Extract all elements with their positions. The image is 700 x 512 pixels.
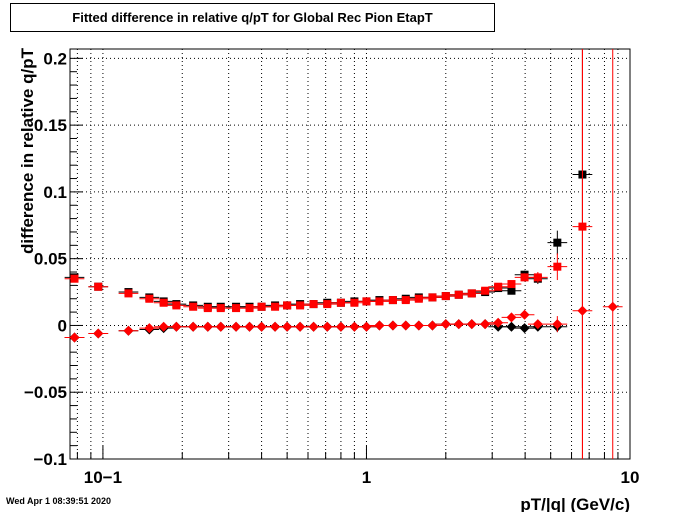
data-point-diamond <box>361 321 372 332</box>
data-point-diamond <box>202 321 213 332</box>
data-point-square <box>283 301 292 310</box>
data-point-diamond <box>335 321 346 332</box>
data-point-diamond <box>427 320 438 331</box>
ticks <box>70 57 631 460</box>
data-point-square <box>309 300 318 309</box>
data-point-diamond <box>144 323 155 334</box>
data-point-square <box>388 296 397 305</box>
data-point-diamond <box>506 321 517 332</box>
data-point-diamond <box>532 319 543 330</box>
x-axis-label: pT/|q| (GeV/c) <box>520 495 630 512</box>
data-point-diamond <box>607 301 618 312</box>
y-tick-label: 0.2 <box>43 49 67 68</box>
data-point-square <box>257 302 266 311</box>
data-point-diamond <box>322 321 333 332</box>
data-point-diamond <box>158 321 169 332</box>
data-point-square <box>124 289 133 298</box>
data-point-diamond <box>374 320 385 331</box>
grid <box>70 49 631 460</box>
x-tick-label: 10−1 <box>84 468 122 487</box>
marks <box>64 49 623 459</box>
timestamp: Wed Apr 1 08:39:51 2020 <box>6 496 112 506</box>
data-point-diamond <box>519 309 530 320</box>
chart-title: Fitted difference in relative q/pT for G… <box>72 10 433 25</box>
data-point-diamond <box>93 328 104 339</box>
data-point-square <box>494 282 503 291</box>
data-point-diamond <box>282 321 293 332</box>
data-point-square <box>375 297 384 306</box>
data-point-square <box>172 301 181 310</box>
data-point-diamond <box>231 321 242 332</box>
data-point-square <box>414 294 423 303</box>
data-point-square <box>507 286 516 295</box>
x-tick-label: 10 <box>621 468 640 487</box>
data-point-square <box>401 296 410 305</box>
data-point-square <box>350 298 359 307</box>
data-point-square <box>296 301 305 310</box>
data-point-diamond <box>123 325 134 336</box>
data-point-diamond <box>440 319 451 330</box>
data-point-diamond <box>270 321 281 332</box>
data-point-square <box>94 282 103 291</box>
data-point-diamond <box>244 321 255 332</box>
data-point-diamond <box>552 319 563 330</box>
data-point-square <box>323 300 332 309</box>
y-tick-label: 0.15 <box>34 116 67 135</box>
data-point-diamond <box>188 321 199 332</box>
data-point-diamond <box>256 321 267 332</box>
data-point-diamond <box>480 319 491 330</box>
data-point-square <box>245 304 254 313</box>
data-point-square <box>553 238 562 247</box>
data-point-square <box>428 293 437 302</box>
y-axis-label: difference in relative q/pT <box>18 47 37 254</box>
data-point-square <box>216 304 225 313</box>
data-point-square <box>553 262 562 271</box>
data-point-square <box>454 290 463 299</box>
data-point-square <box>362 297 371 306</box>
data-point-square <box>336 298 345 307</box>
title-box: Fitted difference in relative q/pT for G… <box>10 3 495 32</box>
plot-frame <box>69 48 631 460</box>
data-point-square <box>159 298 168 307</box>
data-point-diamond <box>387 320 398 331</box>
data-point-diamond <box>69 332 80 343</box>
axes <box>69 48 631 460</box>
y-tick-label: 0 <box>58 316 67 335</box>
data-point-diamond <box>349 321 360 332</box>
data-point-square <box>481 286 490 295</box>
data-point-diamond <box>493 317 504 328</box>
data-point-square <box>145 294 154 303</box>
data-point-diamond <box>453 319 464 330</box>
y-tick-label: 0.1 <box>43 183 67 202</box>
y-tick-label: −0.05 <box>24 383 67 402</box>
x-tick-label: 1 <box>362 468 371 487</box>
data-point-square <box>533 273 542 282</box>
data-point-diamond <box>308 321 319 332</box>
data-point-square <box>520 273 529 282</box>
y-tick-label: 0.05 <box>34 250 67 269</box>
data-point-square <box>189 302 198 311</box>
data-point-square <box>507 280 516 289</box>
data-point-square <box>467 289 476 298</box>
data-point-square <box>441 292 450 301</box>
data-point-square <box>232 304 241 313</box>
data-point-diamond <box>215 321 226 332</box>
data-point-square <box>70 274 79 283</box>
data-point-diamond <box>506 312 517 323</box>
data-point-diamond <box>577 305 588 316</box>
data-point-diamond <box>466 319 477 330</box>
data-point-diamond <box>413 320 424 331</box>
data-point-diamond <box>295 321 306 332</box>
y-tick-label: −0.1 <box>33 450 67 469</box>
data-point-diamond <box>171 321 182 332</box>
tick-labels: −0.1 −0.05 0 0.05 0.1 0.15 0.2 10−1 1 10 <box>24 49 639 487</box>
data-point-diamond <box>519 323 530 334</box>
data-point-square <box>271 302 280 311</box>
data-point-diamond <box>400 320 411 331</box>
data-point-square <box>203 304 212 313</box>
